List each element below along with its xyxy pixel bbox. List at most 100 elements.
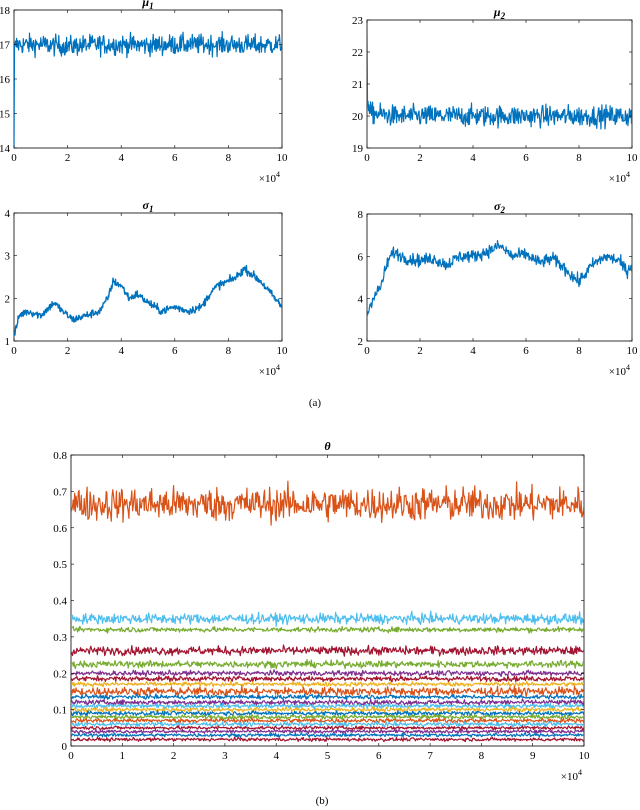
x-tick-label: 8 (576, 345, 582, 357)
x-tick-label: 8 (479, 750, 485, 762)
x-tick-label: 0 (364, 152, 370, 164)
x-tick-label: 0 (364, 345, 370, 357)
y-tick-label: 20 (352, 111, 364, 123)
panel-mu2: 0 2 4 6 8 10 19 20 21 22 23 ×104 μ2 (352, 5, 638, 185)
y-tick-label: 2 (358, 336, 364, 348)
x-tick-label: 6 (172, 345, 178, 357)
x-multiplier-label: ×104 (609, 363, 630, 378)
series-line (71, 725, 584, 731)
panel-title: σ1 (143, 198, 154, 214)
x-tick-label: 3 (222, 750, 228, 762)
x-tick-label: 2 (171, 750, 177, 762)
y-tick-label: 18 (0, 5, 11, 17)
x-tick-label: 1 (120, 750, 126, 762)
y-tick-label: 22 (352, 47, 363, 59)
series-line (71, 675, 584, 683)
x-tick-label: 10 (627, 345, 639, 357)
x-tick-label: 0 (11, 152, 17, 164)
series-line (71, 706, 584, 713)
series-line (71, 717, 584, 724)
y-tick-label: 0.7 (53, 486, 67, 498)
y-tick-label: 14 (0, 143, 11, 155)
x-tick-label: 6 (376, 750, 382, 762)
x-tick-label: 10 (627, 152, 639, 164)
series-line (71, 698, 584, 707)
y-tick-label: 19 (352, 143, 364, 155)
y-tick-label: 0.3 (53, 632, 67, 644)
x-tick-label: 10 (277, 345, 289, 357)
x-tick-label: 0 (68, 750, 74, 762)
x-multiplier-label: ×104 (609, 170, 630, 185)
x-tick-label: 10 (579, 750, 591, 762)
series-line (71, 658, 584, 670)
series-line (71, 480, 584, 526)
series-line (71, 710, 584, 717)
y-tick-label: 2 (5, 293, 11, 305)
y-tick-label: 0.4 (53, 596, 67, 608)
series-line (71, 610, 584, 627)
plot-lines (14, 31, 282, 148)
x-tick-label: 4 (470, 345, 476, 357)
x-tick-label: 8 (576, 152, 582, 164)
series-line (71, 732, 584, 738)
series-line (71, 693, 584, 701)
plot-lines (14, 264, 282, 336)
x-multiplier-label: ×104 (259, 170, 280, 185)
x-multiplier-label: ×104 (561, 768, 582, 783)
x-tick-label: 2 (65, 345, 71, 357)
x-tick-label: 10 (277, 152, 289, 164)
series-line (71, 625, 584, 634)
series-line (14, 264, 282, 336)
caption-b: (b) (316, 795, 329, 807)
series-line (14, 31, 282, 148)
series-line (71, 680, 584, 688)
series-line (71, 644, 584, 657)
y-tick-label: 8 (358, 209, 364, 221)
plot-frame (13, 212, 283, 342)
panel-theta: 0 1 2 3 4 5 6 7 8 9 10 0 0.1 0.2 0.3 0.4 0.5 0.6 0.7 0.8 ×10… (53, 439, 590, 783)
x-multiplier-label: ×104 (259, 363, 280, 378)
y-tick-label: 21 (352, 79, 363, 91)
y-tick-label: 15 (0, 109, 11, 121)
y-tick-label: 0.6 (53, 523, 67, 535)
y-tick-label: 1 (5, 336, 11, 348)
x-tick-label: 6 (523, 152, 529, 164)
y-tick-label: 0.8 (53, 450, 67, 462)
series-line (71, 720, 584, 728)
y-tick-label: 17 (0, 40, 11, 52)
series-line (71, 728, 584, 735)
x-tick-label: 8 (226, 345, 232, 357)
plot-lines (367, 240, 632, 316)
x-tick-label: 6 (523, 345, 529, 357)
series-line (71, 669, 584, 678)
y-tick-label: 0 (62, 741, 68, 753)
x-tick-label: 4 (470, 152, 476, 164)
series-line (71, 685, 584, 699)
x-tick-label: 2 (417, 152, 423, 164)
y-tick-label: 4 (5, 208, 11, 220)
series-line (367, 240, 632, 316)
plot-frame (366, 19, 633, 149)
x-tick-label: 0 (11, 345, 17, 357)
plot-lines (71, 480, 584, 743)
x-tick-label: 4 (273, 750, 279, 762)
y-tick-label: 6 (358, 251, 364, 263)
x-tick-label: 9 (530, 750, 536, 762)
x-tick-label: 7 (427, 750, 433, 762)
series-line (71, 713, 584, 721)
x-tick-label: 5 (325, 750, 331, 762)
y-tick-label: 0.1 (53, 705, 67, 717)
x-tick-label: 2 (417, 345, 423, 357)
y-tick-label: 0.5 (53, 559, 67, 571)
series-line (367, 20, 632, 130)
x-tick-label: 4 (118, 152, 124, 164)
panel-title: μ1 (141, 0, 153, 11)
y-tick-label: 16 (0, 74, 11, 86)
plot-frame (13, 9, 283, 149)
panel-title: θ (324, 439, 331, 453)
y-tick-label: 0.2 (53, 668, 67, 680)
x-tick-label: 6 (172, 152, 178, 164)
